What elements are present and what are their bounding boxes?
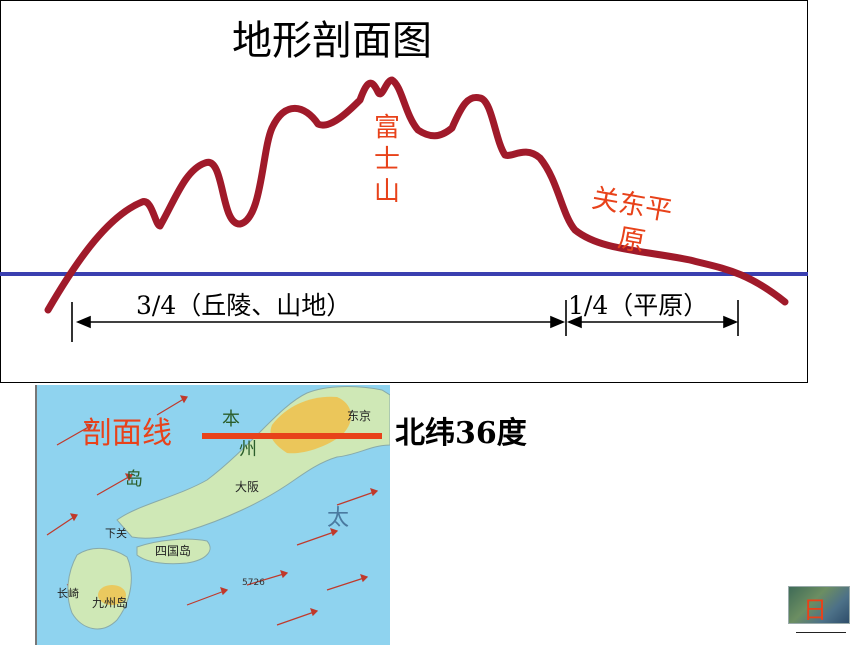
terrain-profile-curve: [44, 76, 789, 314]
japan-map: 本 州 岛 东京 大阪 下关 四国岛 九州岛 长崎 太 5726: [35, 385, 390, 645]
map-label-kyushu: 九州岛: [92, 595, 128, 610]
latitude-label: 北纬36度: [395, 416, 527, 451]
map-label-tai: 太: [327, 506, 349, 531]
map-label-ben: 本: [222, 409, 240, 430]
plain-range-label: 1/4（平原）: [568, 291, 709, 320]
japan-nav-button[interactable]: 日本: [788, 586, 850, 624]
map-label-dao: 岛: [125, 469, 143, 490]
kyushu-island: [67, 548, 132, 630]
section-line-marker: [202, 433, 382, 439]
range-arrow-plain: [565, 300, 739, 336]
map-label-shikoku: 四国岛: [155, 543, 191, 558]
range-arrow-hills: [71, 302, 566, 342]
map-label-zhou: 州: [239, 439, 257, 460]
diagram-title: 地形剖面图: [232, 18, 432, 64]
mount-fuji-label: 富士山: [373, 113, 400, 207]
mountain-area: [270, 396, 352, 454]
japan-map-graphic: 本 州 岛 东京 大阪 下关 四国岛 九州岛 长崎 太 5726: [46, 386, 390, 630]
map-label-depth: 5726: [242, 578, 265, 588]
map-label-nagasaki: 长崎: [57, 586, 79, 600]
terrain-profile-graphic: [0, 76, 808, 342]
hills-mountains-range-label: 3/4（丘陵、山地）: [136, 291, 352, 320]
section-line-label: 剖面线: [82, 416, 172, 451]
ocean-current-arrows: [46, 395, 379, 626]
terrain-profile-panel: [0, 0, 808, 383]
map-label-osaka: 大阪: [235, 480, 259, 494]
map-label-shimonoseki: 下关: [105, 526, 127, 540]
japan-nav-button-label: 日本: [803, 596, 827, 624]
nav-button-underline: [796, 632, 846, 633]
map-label-tokyo: 东京: [347, 409, 371, 423]
shikoku-island: [136, 538, 211, 565]
